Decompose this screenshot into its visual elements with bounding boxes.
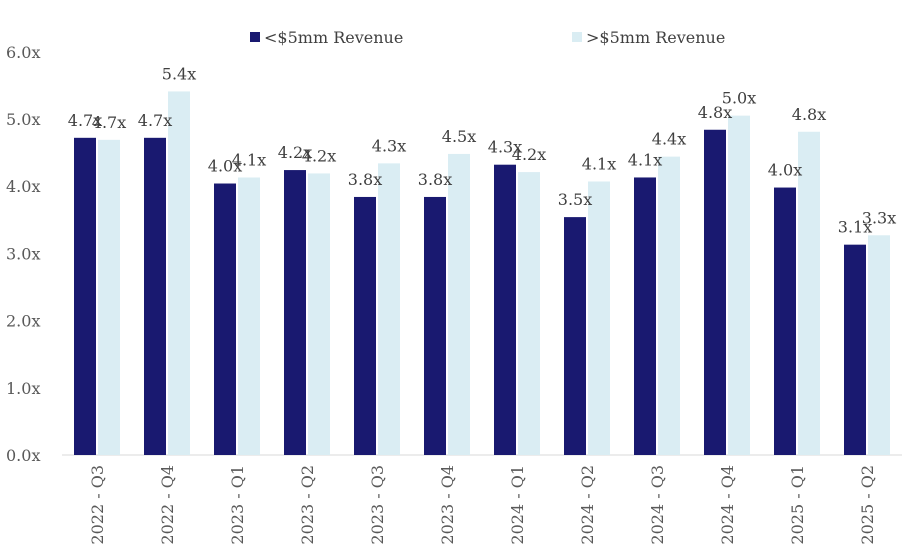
x-tick-label: 2025 - Q1 — [788, 465, 807, 545]
data-label: 4.3x — [372, 136, 406, 155]
bar-under-5mm — [844, 244, 866, 455]
data-label: 4.0x — [768, 161, 802, 180]
data-label: 4.7x — [68, 111, 102, 130]
bar-under-5mm — [74, 137, 96, 456]
bar-under-5mm — [774, 187, 796, 455]
bar-under-5mm — [284, 170, 306, 455]
bar-over-5mm — [308, 173, 330, 455]
y-tick-label: 0.0x — [6, 446, 40, 465]
bar-under-5mm — [494, 164, 516, 456]
x-tick-label: 2024 - Q4 — [718, 465, 737, 545]
x-tick-label: 2023 - Q2 — [298, 465, 317, 545]
data-label: 4.2x — [302, 146, 336, 165]
bar-under-5mm — [424, 196, 446, 455]
x-tick-label: 2023 - Q4 — [438, 465, 457, 545]
bar-under-5mm — [214, 183, 236, 455]
data-label: 4.7x — [92, 113, 126, 132]
bar-under-5mm — [634, 177, 656, 456]
bar-over-5mm — [168, 91, 190, 455]
x-tick-label: 2025 - Q2 — [858, 465, 877, 545]
bar-under-5mm — [354, 196, 376, 455]
data-label: 4.3x — [488, 138, 522, 157]
x-tick-label: 2023 - Q3 — [368, 465, 387, 545]
bar-over-5mm — [378, 163, 400, 456]
x-tick-label: 2022 - Q3 — [88, 465, 107, 545]
y-tick-label: 4.0x — [6, 177, 40, 196]
data-label: 4.8x — [698, 103, 732, 122]
data-label: 3.8x — [418, 170, 452, 189]
data-label: 4.1x — [232, 150, 266, 169]
bar-over-5mm — [658, 156, 680, 455]
bar-over-5mm — [798, 131, 820, 455]
data-label: 3.8x — [348, 170, 382, 189]
data-label: 3.5x — [558, 190, 592, 209]
data-label: 3.1x — [838, 218, 872, 237]
x-tick-label: 2024 - Q3 — [648, 465, 667, 545]
bar-over-5mm — [518, 172, 540, 455]
data-label: 4.1x — [628, 150, 662, 169]
data-label: 5.0x — [722, 89, 756, 108]
y-tick-label: 1.0x — [6, 379, 40, 398]
data-label: 4.5x — [442, 127, 476, 146]
data-label: 4.4x — [652, 130, 686, 149]
bar-over-5mm — [238, 177, 260, 456]
data-label: 4.2x — [512, 145, 546, 164]
bar-under-5mm — [144, 137, 166, 456]
data-label: 3.3x — [862, 208, 896, 227]
bar-over-5mm — [588, 181, 610, 455]
bar-under-5mm — [704, 129, 726, 455]
data-label: 4.2x — [278, 143, 312, 162]
legend-label: >$5mm Revenue — [586, 28, 725, 47]
data-label: 5.4x — [162, 64, 196, 83]
y-tick-label: 5.0x — [6, 110, 40, 129]
bar-over-5mm — [868, 235, 890, 455]
x-tick-label: 2022 - Q4 — [158, 465, 177, 545]
y-tick-label: 3.0x — [6, 244, 40, 263]
bar-over-5mm — [98, 139, 120, 455]
x-tick-label: 2023 - Q1 — [228, 465, 247, 545]
x-tick-label: 2024 - Q2 — [578, 465, 597, 545]
bar-over-5mm — [728, 115, 750, 455]
legend-swatch — [572, 32, 582, 42]
legend-label: <$5mm Revenue — [264, 28, 403, 47]
x-tick-label: 2024 - Q1 — [508, 465, 527, 545]
y-tick-label: 2.0x — [6, 312, 40, 331]
bar-over-5mm — [448, 153, 470, 455]
data-label: 4.0x — [208, 157, 242, 176]
data-label: 4.7x — [138, 111, 172, 130]
data-label: 4.8x — [792, 105, 826, 124]
legend-swatch — [250, 32, 260, 42]
y-tick-label: 6.0x — [6, 43, 40, 62]
data-label: 4.1x — [582, 154, 616, 173]
bar-under-5mm — [564, 217, 586, 455]
